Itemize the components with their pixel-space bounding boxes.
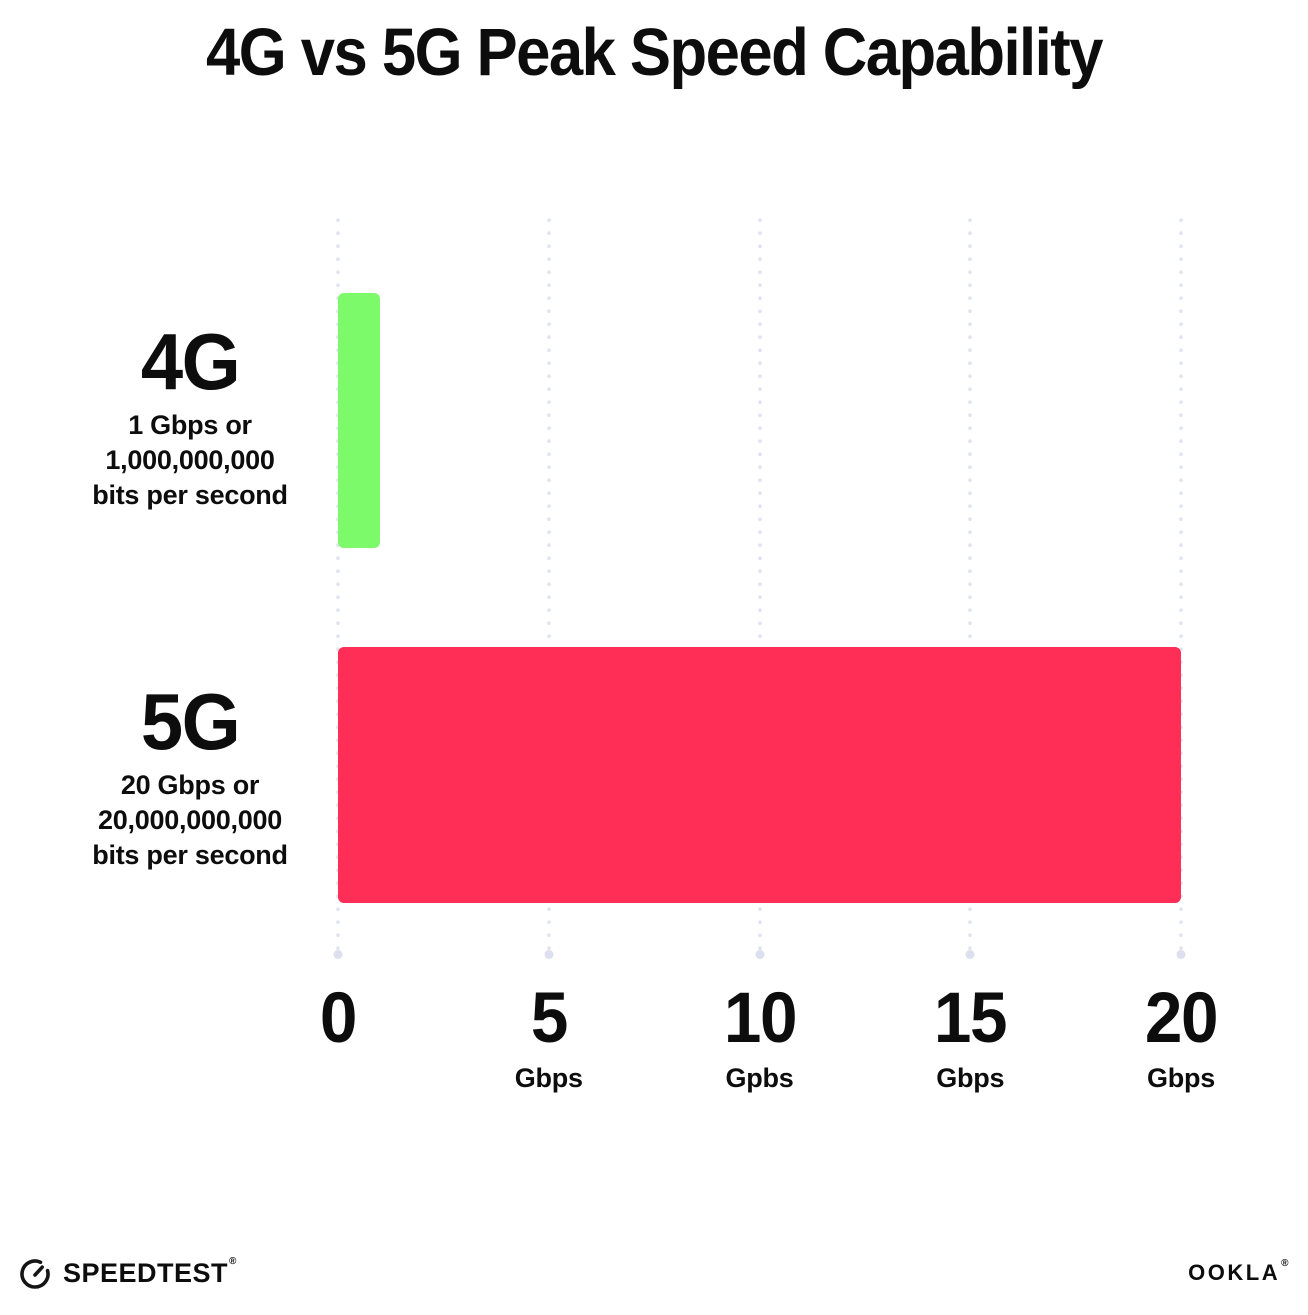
x-tick-value: 15 bbox=[934, 979, 1008, 1058]
gridline-5gbps bbox=[544, 218, 554, 959]
bar-5g bbox=[338, 647, 1181, 903]
x-tick-value: 5 bbox=[530, 979, 569, 1058]
gridline-end-dot bbox=[965, 950, 975, 959]
gridline-end-dot bbox=[1176, 950, 1186, 959]
category-sublabel-5g: 20 Gbps or 20,000,000,000 bits per secon… bbox=[30, 768, 350, 873]
ookla-wordmark: OOKLA bbox=[1188, 1260, 1281, 1285]
sublabel-line: bits per second bbox=[92, 840, 288, 870]
gridline-0gbps bbox=[333, 218, 343, 959]
ookla-logo: OOKLA® bbox=[1188, 1258, 1291, 1286]
sublabel-line: 20 Gbps or bbox=[120, 770, 260, 800]
gridline-15gbps bbox=[965, 218, 975, 959]
x-tick-0: 0 bbox=[319, 979, 358, 1063]
category-sublabel-4g: 1 Gbps or 1,000,000,000 bits per second bbox=[30, 408, 350, 513]
gridline-end-dot bbox=[544, 950, 554, 959]
trademark-symbol: ® bbox=[229, 1255, 237, 1267]
x-tick-unit: Gbps bbox=[936, 1063, 1005, 1093]
gridline-end-dot bbox=[755, 950, 764, 959]
x-tick-10: 10 Gpbs bbox=[721, 979, 797, 1094]
gridline-20gbps bbox=[1176, 218, 1186, 959]
speedtest-gauge-icon bbox=[20, 1259, 50, 1289]
speedtest-wordmark: SPEEDTEST® bbox=[63, 1255, 237, 1288]
gridline-10gbps bbox=[755, 218, 764, 959]
sublabel-line: 1 Gbps or bbox=[128, 410, 252, 440]
bar-4g bbox=[338, 293, 381, 548]
sublabel-line: 1,000,000,000 bbox=[105, 445, 275, 475]
x-tick-value: 20 bbox=[1144, 979, 1219, 1058]
trademark-symbol: ® bbox=[1281, 1258, 1291, 1269]
speedtest-logo: SPEEDTEST® bbox=[16, 1254, 236, 1292]
gridline-end-dot bbox=[333, 950, 343, 959]
x-tick-5: 5 Gbps bbox=[514, 979, 583, 1094]
category-name-4g: 4G bbox=[140, 317, 241, 406]
x-tick-unit: Gbps bbox=[514, 1063, 583, 1093]
category-label-4g: 4G 1 Gbps or 1,000,000,000 bits per seco… bbox=[30, 320, 350, 513]
sublabel-line: 20,000,000,000 bbox=[98, 805, 282, 835]
x-tick-15: 15 Gbps bbox=[932, 979, 1008, 1094]
sublabel-line: bits per second bbox=[92, 480, 288, 510]
x-tick-20: 20 Gbps bbox=[1143, 979, 1219, 1094]
chart-title: 4G vs 5G Peak Speed Capability bbox=[206, 15, 1103, 90]
category-label-5g: 5G 20 Gbps or 20,000,000,000 bits per se… bbox=[30, 680, 350, 873]
category-name-5g: 5G bbox=[140, 677, 241, 766]
x-tick-unit: Gpbs bbox=[725, 1063, 794, 1093]
x-tick-value: 10 bbox=[723, 979, 797, 1058]
x-tick-unit: Gbps bbox=[1147, 1063, 1215, 1093]
x-tick-value: 0 bbox=[319, 979, 358, 1058]
